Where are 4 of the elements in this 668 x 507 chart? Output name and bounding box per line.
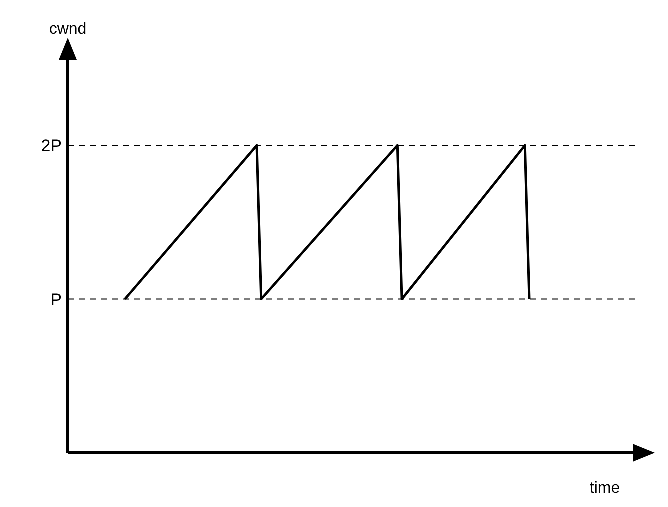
ref-line-label: P [50,290,62,310]
text: cwnd [49,21,87,38]
ref-line-label: 2P [41,136,62,156]
x-axis-title: time [590,480,620,497]
